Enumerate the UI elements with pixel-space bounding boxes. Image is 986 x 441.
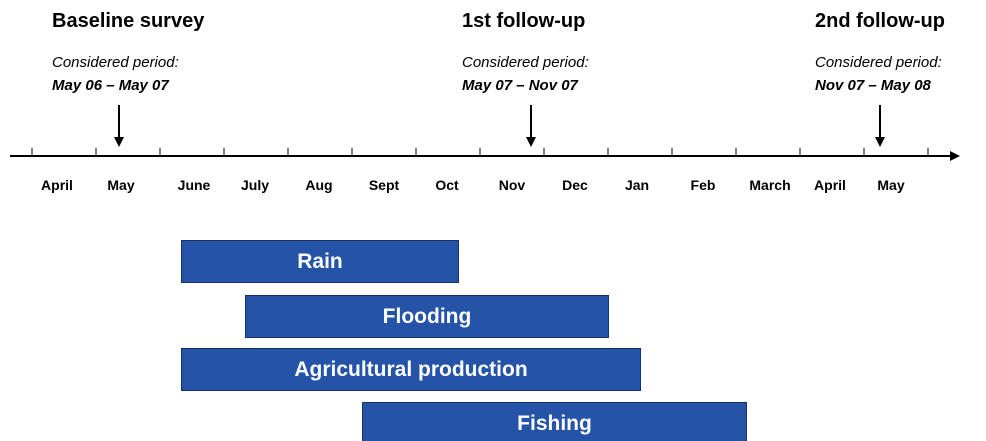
survey-title: Baseline survey [52,10,205,32]
month-label: Jan [624,177,650,193]
month-label: June [177,177,211,193]
survey-title: 2nd follow-up [815,10,945,32]
period-label: Considered period: [462,54,589,71]
season-bar: Flooding [245,295,609,338]
month-label: Sept [368,177,400,193]
season-bar: Rain [181,240,459,283]
month-label: Nov [498,177,526,193]
month-label: July [240,177,270,193]
period-dates: May 07 – Nov 07 [462,77,578,94]
month-label: Feb [690,177,716,193]
month-label: May [107,177,135,193]
period-label: Considered period: [815,54,942,71]
month-label: May [877,177,905,193]
month-label: Dec [562,177,588,193]
period-dates: May 06 – May 07 [52,77,169,94]
period-label: Considered period: [52,54,179,71]
season-bar: Agricultural production [181,348,641,391]
season-bar: Fishing [362,402,747,441]
survey-title: 1st follow-up [462,10,586,32]
month-label: April [41,177,73,193]
month-label: Oct [435,177,459,193]
period-dates: Nov 07 – May 08 [815,77,931,94]
month-label: March [749,177,791,193]
month-label: April [814,177,846,193]
month-label: Aug [305,177,333,193]
axis-ticks [31,148,929,156]
